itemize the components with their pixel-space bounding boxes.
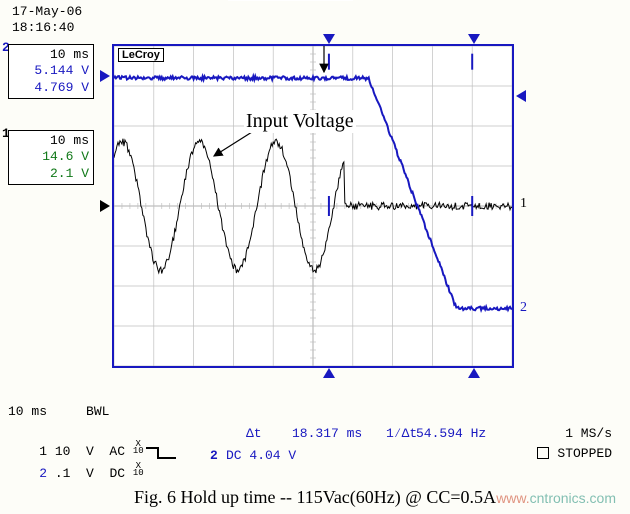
annotation-output-voltage: Output Voltage — [228, 0, 353, 1]
ch1-ground-marker — [100, 200, 110, 212]
watermark: www.cntronics.com — [496, 490, 616, 506]
ch1-info-box: 10 ms 14.6 V 2.1 V — [8, 130, 94, 185]
ch1-meas-b: 2.1 V — [13, 166, 89, 182]
ch2-probe-10x: X10 — [133, 463, 144, 477]
annotation-input-voltage: Input Voltage — [244, 110, 356, 133]
ch1-meas-a: 14.6 V — [13, 149, 89, 165]
cursor-x1-top — [323, 34, 335, 44]
ch2-settings-text: .1 V DC — [47, 466, 133, 481]
ch2-meas-a: 5.144 V — [13, 63, 89, 79]
timestamp-time: 18:16:40 — [12, 20, 74, 35]
ch2-ground-marker — [100, 70, 110, 82]
delta-t-label: Δt — [246, 426, 262, 441]
watermark-b: cntronics.com — [530, 490, 616, 506]
ch2-meas-b: 4.769 V — [13, 80, 89, 96]
cursor-right-arrow — [516, 90, 526, 102]
ch2-right-label: 2 — [520, 300, 527, 316]
ch2-timebase: 10 ms — [13, 47, 89, 63]
timestamp-date: 17-May-06 — [12, 4, 82, 19]
annotation-arrows — [114, 46, 516, 370]
ch2-settings-num: 2 — [39, 466, 47, 481]
ch1-timebase: 10 ms — [13, 133, 89, 149]
timebase-bwl: 10 ms BWL — [8, 404, 109, 419]
watermark-a: www. — [496, 490, 529, 506]
cursor-x2-top — [468, 34, 480, 44]
ch2-info-box: 10 ms 5.144 V 4.769 V — [8, 44, 94, 99]
freq-label: 1⁄Δt — [386, 426, 417, 441]
delta-t-value: 18.317 ms — [292, 426, 362, 441]
sample-rate: 1 MS/s — [565, 426, 612, 441]
trigger-level: DC 4.04 V — [226, 448, 296, 463]
trigger-channel: 2 — [210, 448, 218, 463]
trigger-edge-icon — [144, 444, 178, 462]
freq-value: 54.594 Hz — [416, 426, 486, 441]
ch1-right-label: 1 — [520, 196, 527, 212]
oscilloscope-plot: LeCroy Input Voltage — [112, 44, 514, 368]
stopped-box-icon — [537, 447, 549, 459]
status-text: STOPPED — [557, 446, 612, 461]
acquisition-status: STOPPED — [537, 446, 612, 461]
